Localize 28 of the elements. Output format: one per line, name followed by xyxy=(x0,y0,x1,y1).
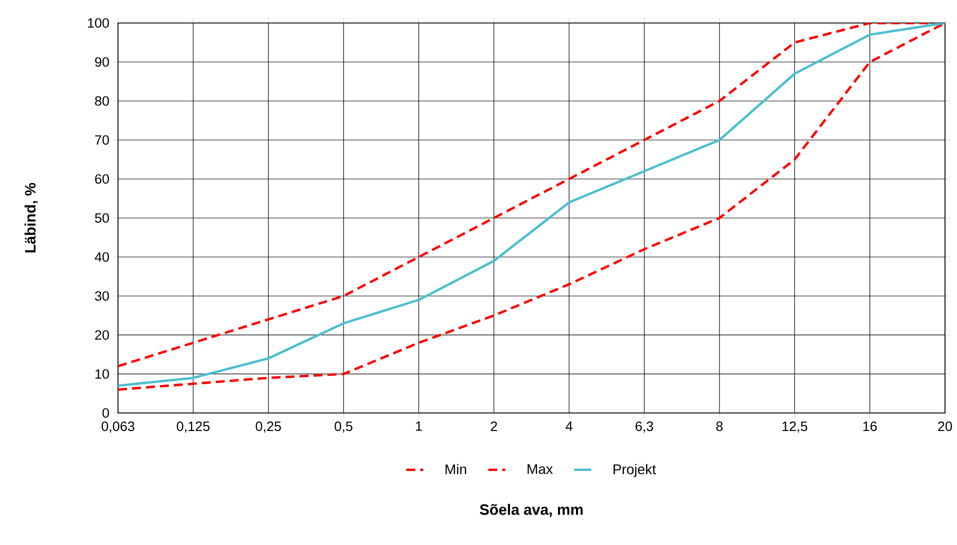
y-axis-title: Läbind, % xyxy=(24,182,38,252)
y-tick-label: 80 xyxy=(95,96,109,106)
x-tick-label: 1 xyxy=(416,422,422,431)
x-tick-label: 6,3 xyxy=(636,422,654,433)
y-tick-label: 40 xyxy=(94,252,109,262)
x-tick-label: 12,5 xyxy=(782,422,808,433)
legend-label: Max xyxy=(528,464,553,474)
y-tick-label: 10 xyxy=(95,369,109,379)
x-axis-title: Sõela ava, mm xyxy=(480,504,583,518)
x-tick-label: 0,5 xyxy=(334,422,352,433)
y-tick-label: 0 xyxy=(102,408,109,418)
y-tick-label: 50 xyxy=(94,213,109,223)
y-tick-label: 30 xyxy=(94,291,109,301)
x-tick-label: 16 xyxy=(863,422,877,432)
x-tick-label: 4 xyxy=(566,422,572,431)
legend-label: Min xyxy=(446,464,466,474)
y-tick-label: 60 xyxy=(95,174,109,184)
legend-label: Projekt xyxy=(614,464,656,478)
x-tick-label: 8 xyxy=(716,422,723,432)
x-tick-label: 20 xyxy=(938,422,952,432)
x-tick-label: 0,25 xyxy=(256,422,281,433)
x-tick-label: 0,125 xyxy=(176,422,210,433)
x-tick-label: 0,063 xyxy=(102,422,134,433)
y-tick-label: 70 xyxy=(95,135,109,145)
y-tick-label: 100 xyxy=(88,18,109,28)
x-tick-label: 2 xyxy=(490,422,497,431)
y-tick-label: 20 xyxy=(95,330,109,340)
y-tick-label: 90 xyxy=(95,57,109,67)
